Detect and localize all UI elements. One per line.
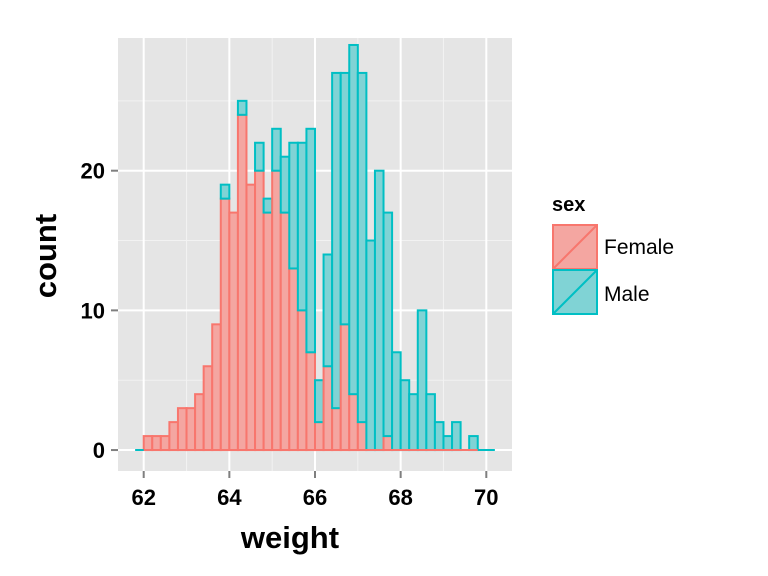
bar-male [391, 351, 402, 452]
bar-female [168, 421, 179, 452]
y-tick-label: 20 [81, 159, 105, 184]
x-axis: 62 64 66 68 70 [131, 471, 499, 510]
bar-male [322, 253, 334, 368]
bar-female [348, 393, 359, 452]
bar-female [176, 407, 188, 452]
bar-female [254, 169, 265, 452]
bar-female [382, 435, 394, 452]
bar-male [262, 197, 274, 214]
bar-female [142, 435, 154, 452]
bar-female [271, 169, 282, 452]
bar-female [159, 435, 171, 452]
bar-female [202, 365, 214, 452]
legend: sex Female Male [552, 194, 674, 315]
bar-male [348, 43, 359, 396]
bar-male [288, 141, 299, 270]
bar-male [279, 155, 291, 214]
bar-male [433, 421, 445, 452]
x-tick-label: 68 [388, 485, 412, 510]
bar-female [296, 309, 308, 452]
x-tick-label: 64 [217, 485, 242, 510]
bar-female [339, 323, 351, 452]
bar-male [408, 393, 419, 452]
legend-label-female: Female [604, 236, 674, 259]
bar-male [296, 141, 308, 312]
bar-female [228, 211, 239, 452]
bar-female [262, 211, 274, 452]
bar-male [442, 435, 454, 452]
bar-female [322, 365, 334, 452]
y-axis: 0 10 20 [81, 159, 118, 463]
bar-female [211, 323, 222, 452]
bar-female [245, 183, 257, 452]
bar-female [219, 197, 231, 452]
bar-male [219, 183, 231, 200]
y-tick-label: 10 [81, 298, 105, 323]
bar-male [382, 211, 394, 438]
legend-key-male [552, 269, 598, 315]
bar-male [305, 127, 317, 354]
bar-female [151, 435, 162, 452]
x-tick-label: 62 [131, 485, 155, 510]
bar-female [288, 267, 299, 452]
bar-female [356, 421, 368, 452]
bar-male [314, 379, 325, 424]
bar-male [425, 393, 436, 452]
bar-male [236, 99, 248, 116]
legend-key-female [552, 224, 598, 270]
x-axis-title: weight [240, 520, 339, 555]
bar-male [339, 71, 351, 326]
bar-male [331, 71, 342, 410]
bar-male [451, 421, 462, 452]
bar-male [365, 239, 376, 452]
bar-female [279, 211, 291, 452]
bar-female [185, 407, 197, 452]
bar-female [314, 421, 325, 452]
y-tick-label: 0 [93, 438, 105, 463]
legend-label-male: Male [604, 283, 650, 306]
bar-male [271, 127, 282, 172]
bar-male [373, 169, 385, 452]
bar-male [356, 71, 368, 424]
x-tick-label: 70 [474, 485, 498, 510]
y-axis-title: count [28, 214, 63, 298]
bar-female [305, 351, 317, 452]
bar-male [254, 141, 265, 172]
bar-male [416, 309, 428, 452]
bar-female [236, 113, 248, 452]
legend-title: sex [552, 194, 585, 216]
bar-male [399, 379, 411, 452]
bar-female [194, 393, 205, 452]
bar-male [468, 435, 479, 452]
x-tick-label: 66 [303, 485, 327, 510]
bar-female [331, 407, 342, 452]
